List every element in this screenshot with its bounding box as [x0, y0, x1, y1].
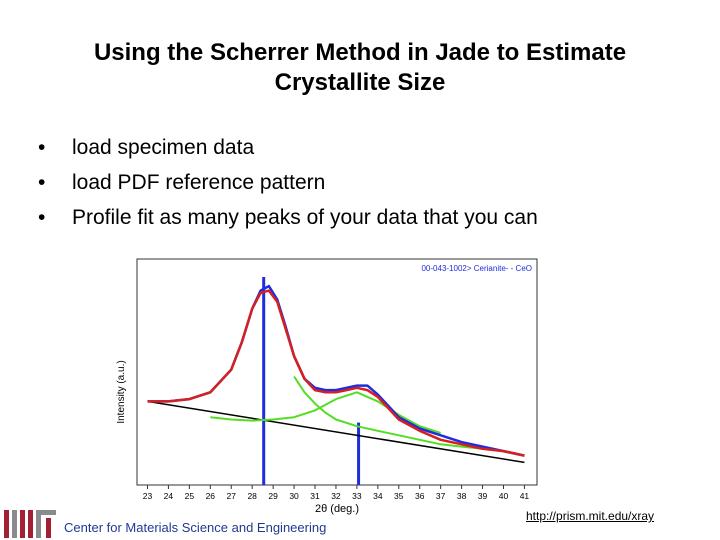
xrd-chart: Intensity (a.u.) 2θ (deg.) 00-043-1002> … — [116, 258, 538, 515]
x-tick-label: 38 — [457, 491, 467, 501]
bullet-dot-icon: • — [38, 171, 46, 194]
x-tick-label: 27 — [227, 491, 237, 501]
title-line-2: Crystallite Size — [274, 69, 446, 96]
x-tick-label: 36 — [415, 491, 425, 501]
bullet-list: • load specimen data • load PDF reference … — [38, 130, 538, 235]
bullet-dot-icon: • — [38, 136, 46, 159]
title-line-1: Using the Scherrer Method in Jade to Est… — [93, 39, 627, 66]
bullet-item: • Profile fit as many peaks of your data … — [38, 200, 538, 235]
x-tick-label: 31 — [310, 491, 320, 501]
reference-line — [262, 277, 266, 485]
y-axis-label: Intensity (a.u.) — [116, 360, 127, 423]
plot-frame — [136, 258, 538, 486]
x-tick-label: 40 — [499, 491, 509, 501]
mit-logo-icon — [4, 510, 56, 538]
reference-lines — [262, 277, 361, 485]
bullet-item: • load specimen data — [38, 130, 538, 165]
x-axis-label: 2θ (deg.) — [315, 503, 359, 515]
footer-url-link[interactable]: http://prism.mit.edu/xray — [526, 509, 655, 523]
data-series-line — [147, 284, 525, 457]
x-tick-label: 24 — [164, 491, 174, 501]
x-tick-label: 23 — [143, 491, 153, 501]
slide-title: Using the Scherrer Method in Jade to Est… — [0, 38, 720, 98]
background-series-line — [147, 400, 525, 464]
x-tick-label: 37 — [436, 491, 446, 501]
x-tick-label: 33 — [352, 491, 362, 501]
x-tick-label: 39 — [478, 491, 488, 501]
x-tick-label: 34 — [373, 491, 383, 501]
reference-line — [357, 422, 361, 485]
x-tick-label: 28 — [247, 491, 257, 501]
x-tick-label: 30 — [289, 491, 299, 501]
x-tick-label: 41 — [520, 491, 530, 501]
bullet-text: load specimen data — [72, 136, 255, 159]
bullet-text: load PDF reference pattern — [72, 171, 326, 194]
x-ticks: 23 24 25 26 27 28 29 30 31 32 33 34 35 36 37 38 39 40 41 — [143, 485, 530, 501]
x-tick-label: 32 — [331, 491, 341, 501]
reference-annotation: 00-043-1002> Cerianite- - CeO — [421, 264, 532, 273]
footer-center-name: Center for Materials Science and Enginee… — [64, 520, 327, 535]
fit-series-line — [147, 289, 525, 457]
series-layer — [147, 284, 525, 464]
bullet-item: • load PDF reference pattern — [38, 165, 538, 200]
x-tick-label: 29 — [268, 491, 278, 501]
x-tick-label: 35 — [394, 491, 404, 501]
x-tick-label: 26 — [206, 491, 216, 501]
x-tick-label: 25 — [185, 491, 195, 501]
bullet-text: Profile fit as many peaks of your data t… — [72, 206, 538, 229]
component-series-line — [210, 391, 442, 434]
bullet-dot-icon: • — [38, 206, 46, 229]
